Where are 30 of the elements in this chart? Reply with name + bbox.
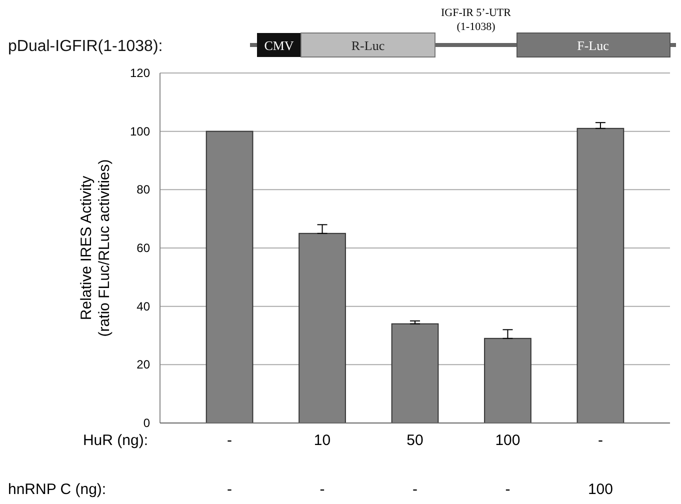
text: 100 [588,481,613,498]
text: F-Luc [577,38,610,53]
bar [576,128,624,424]
y-tick-label: 20 [136,358,150,372]
y-axis-title: Relative IRES Activity (ratio FLuc/RLuc activities) [78,159,113,337]
text: pDual-IGFIR(1-1038): [8,38,163,55]
y-tick-label: 60 [136,241,150,255]
bar [298,232,346,424]
y-tick-label: 120 [130,66,150,80]
bar [484,338,532,424]
y-tick-label: 0 [143,416,150,430]
x-tick-label: - [598,432,603,449]
y-tick-label: 100 [130,124,150,138]
y-tick-label: 80 [136,182,150,197]
text: CMV [264,38,294,53]
text: IGF-IR 5’-UTR (1-1038) [441,7,512,33]
x-tick-label: 50 [406,432,424,449]
text: - [412,481,418,498]
x-tick-label: 10 [314,432,331,449]
text: - [320,481,325,498]
bar [391,323,439,424]
text: - [227,481,232,498]
x-tick-label: 100 [495,432,520,449]
text: R-Luc [351,38,385,53]
x-axis-title: HuR (ng): [82,432,148,449]
y-tick-label: 40 [136,299,150,314]
text: hnRNP C (ng): [8,481,106,498]
bar [206,130,254,424]
x-tick-label: - [227,432,232,449]
text: - [505,481,510,498]
